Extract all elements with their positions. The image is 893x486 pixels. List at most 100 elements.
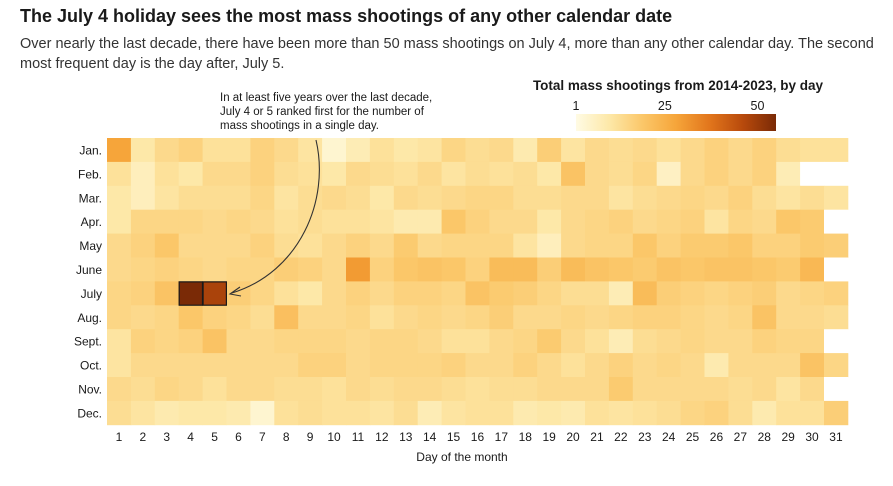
heatmap-cell xyxy=(274,138,299,163)
heatmap-cell xyxy=(608,353,634,378)
heatmap-cell xyxy=(585,161,610,187)
heatmap-cell xyxy=(465,257,490,282)
heatmap-cell xyxy=(202,377,227,402)
heatmap-cell xyxy=(393,353,419,378)
heatmap-cell xyxy=(752,281,777,306)
heatmap-cell xyxy=(632,281,658,306)
heatmap-cell xyxy=(346,353,371,378)
heatmap-cell xyxy=(608,185,634,211)
heatmap-cell xyxy=(274,305,299,330)
heatmap-cell xyxy=(728,209,753,234)
heatmap-cell xyxy=(752,353,777,378)
heatmap-cell xyxy=(250,138,275,163)
heatmap-cell xyxy=(441,329,466,354)
heatmap-cell xyxy=(107,305,132,330)
heatmap-cell xyxy=(513,138,538,163)
heatmap-cell xyxy=(561,329,586,354)
heatmap-cell xyxy=(298,209,323,234)
heatmap-cell xyxy=(513,305,538,330)
heatmap-cell xyxy=(561,305,586,330)
heatmap-cell xyxy=(585,281,610,306)
heatmap-cell xyxy=(561,353,586,378)
heatmap-cell xyxy=(728,329,753,354)
heatmap-cell xyxy=(680,209,705,234)
heatmap-cell xyxy=(369,233,395,258)
heatmap-cell xyxy=(585,233,610,258)
heatmap-cell xyxy=(728,257,753,282)
heatmap-cell xyxy=(632,353,658,378)
heatmap-cell xyxy=(202,138,227,163)
column-label: 22 xyxy=(614,430,628,444)
legend-tick-label: 1 xyxy=(573,99,580,113)
heatmap-cell xyxy=(154,138,180,163)
heatmap-cell xyxy=(824,353,849,378)
heatmap-cell xyxy=(441,138,466,163)
heatmap-cell xyxy=(776,400,801,426)
heatmap-cell xyxy=(107,281,132,306)
heatmap-cell xyxy=(130,185,156,211)
heatmap-cell xyxy=(465,138,490,163)
heatmap-cell xyxy=(680,233,705,258)
heatmap-cell xyxy=(585,377,610,402)
heatmap-cell xyxy=(513,257,538,282)
heatmap-cell xyxy=(393,233,419,258)
row-label: Nov. xyxy=(78,382,102,396)
heatmap-cell xyxy=(154,305,180,330)
heatmap-cell xyxy=(226,209,251,234)
heatmap-cell xyxy=(226,161,251,187)
heatmap-cell xyxy=(393,209,419,234)
column-label: 31 xyxy=(829,430,843,444)
heatmap-cell xyxy=(178,400,203,426)
row-label: Oct. xyxy=(80,359,102,373)
heatmap-cell xyxy=(417,281,442,306)
row-label: Mar. xyxy=(79,191,102,205)
heatmap-cell xyxy=(561,377,586,402)
heatmap-cell xyxy=(202,257,227,282)
heatmap-cell xyxy=(393,281,419,306)
heatmap-cell xyxy=(800,329,825,354)
heatmap-cell xyxy=(465,281,490,306)
heatmap-cell xyxy=(369,329,395,354)
heatmap-cell xyxy=(489,209,514,234)
heatmap-cell xyxy=(417,233,442,258)
heatmap-cell xyxy=(107,185,132,211)
heatmap-cell xyxy=(704,185,729,211)
heatmap-cell xyxy=(680,257,705,282)
heatmap-cell xyxy=(728,185,753,211)
heatmap-cell xyxy=(513,185,538,211)
heatmap-cell xyxy=(752,233,777,258)
heatmap-cell xyxy=(489,281,514,306)
heatmap-cell xyxy=(250,305,275,330)
heatmap-cell xyxy=(752,257,777,282)
heatmap-cell xyxy=(776,209,801,234)
heatmap-cell xyxy=(369,377,395,402)
heatmap-cell xyxy=(513,281,538,306)
heatmap-cell xyxy=(417,353,442,378)
heatmap-cell xyxy=(680,281,705,306)
heatmap-cell xyxy=(752,377,777,402)
heatmap-cell xyxy=(632,257,658,282)
row-label: Aug. xyxy=(77,311,102,325)
annotation: In at least five years over the last dec… xyxy=(220,92,432,297)
heatmap-cell xyxy=(513,233,538,258)
heatmap-cell xyxy=(202,185,227,211)
heatmap-cell xyxy=(704,377,729,402)
heatmap-cell xyxy=(752,161,777,187)
heatmap-cell xyxy=(298,257,323,282)
column-label: 19 xyxy=(542,430,556,444)
heatmap-cell xyxy=(513,400,538,426)
heatmap-cell xyxy=(202,281,227,306)
heatmap-cell xyxy=(369,257,395,282)
row-label: Apr. xyxy=(81,215,102,229)
heatmap-cell xyxy=(561,161,586,187)
heatmap-cell xyxy=(322,353,347,378)
heatmap-cell xyxy=(226,377,251,402)
heatmap-cell xyxy=(752,209,777,234)
heatmap-cell xyxy=(369,353,395,378)
column-labels: 1 2 3 4 5 6 7 8 9 10 11 12 13 14 15 16 17 18 19 20 21 22 23 24 2… xyxy=(116,430,843,444)
heatmap-cell xyxy=(752,185,777,211)
heatmap-cell xyxy=(513,161,538,187)
heatmap-cell xyxy=(417,161,442,187)
heatmap-cell xyxy=(369,305,395,330)
heatmap-cell xyxy=(178,353,203,378)
